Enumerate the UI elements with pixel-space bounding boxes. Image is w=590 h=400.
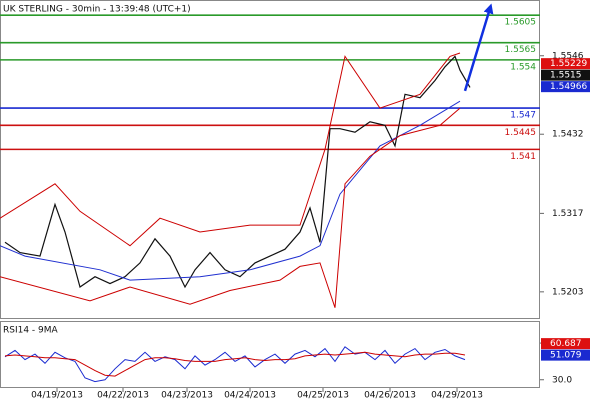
level-label: 1.554 bbox=[510, 62, 536, 72]
price-tag-label: 51.079 bbox=[550, 351, 582, 361]
series-line bbox=[0, 100, 461, 281]
x-tick-label: 04/22/2013 bbox=[97, 391, 149, 400]
price-tag-label: 1.55229 bbox=[550, 59, 587, 69]
price-tag-label: 1.54966 bbox=[550, 82, 587, 92]
x-tick-label: 04/29/2013 bbox=[431, 391, 483, 400]
y-tick-label: 1.5203 bbox=[552, 287, 584, 297]
price-tag bbox=[541, 58, 590, 70]
level-label: 1.5445 bbox=[505, 128, 537, 138]
y-tick-label: 30.0 bbox=[552, 375, 572, 385]
rsi-title: RSI14 - 9MA bbox=[3, 326, 59, 336]
x-tick-label: 04/23/2013 bbox=[161, 391, 213, 400]
price-tag bbox=[541, 338, 590, 350]
x-tick-label: 04/25/2013 bbox=[297, 391, 349, 400]
series-line bbox=[4, 55, 471, 289]
price-tag-label: 60.687 bbox=[550, 339, 582, 349]
level-label: 1.541 bbox=[510, 152, 536, 162]
y-tick-label: 1.5317 bbox=[552, 209, 584, 219]
level-label: 1.547 bbox=[510, 111, 536, 121]
series-line bbox=[0, 107, 461, 308]
rsi-frame bbox=[0, 321, 540, 388]
price-tag-label: 1.5515 bbox=[550, 71, 582, 81]
x-tick-label: 04/24/2013 bbox=[224, 391, 276, 400]
x-tick-label: 04/26/2013 bbox=[364, 391, 416, 400]
price-tag bbox=[541, 69, 590, 81]
price-tag bbox=[541, 349, 590, 361]
y-tick-label: 1.5546 bbox=[552, 51, 584, 61]
x-tick-label: 04/19/2013 bbox=[31, 391, 83, 400]
level-label: 1.5565 bbox=[505, 45, 537, 55]
level-label: 1.5605 bbox=[505, 18, 537, 28]
series-line bbox=[4, 351, 466, 377]
series-line bbox=[0, 52, 461, 247]
main-frame bbox=[0, 0, 540, 319]
y-tick-label: 1.5432 bbox=[552, 130, 584, 140]
series-line bbox=[4, 346, 466, 383]
forecast-arrow bbox=[463, 3, 494, 92]
chart-title: UK STERLING - 30min - 13:39:48 (UTC+1) bbox=[3, 5, 191, 15]
price-tag bbox=[541, 81, 590, 93]
